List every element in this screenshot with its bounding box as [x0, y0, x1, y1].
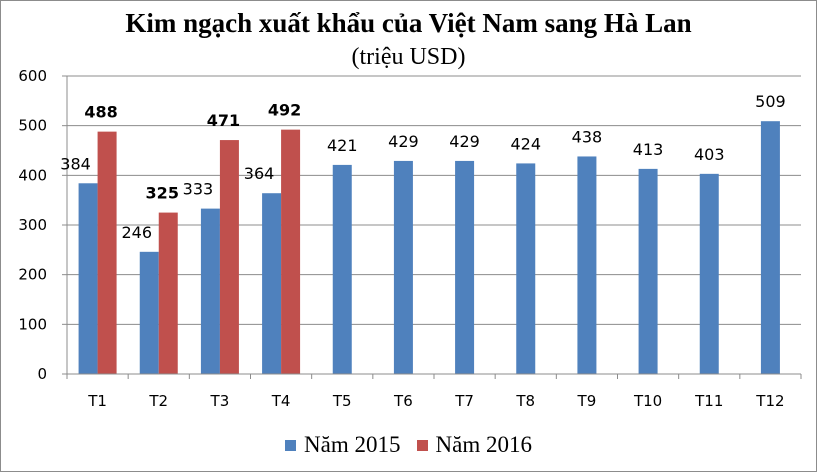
data-label-2016: 492	[268, 101, 301, 120]
data-label-2015: 421	[327, 136, 358, 155]
y-tick-label: 600	[18, 67, 47, 85]
bar-2016	[158, 212, 178, 374]
bar-2015	[577, 156, 597, 374]
bar-2015	[393, 160, 413, 374]
bar-2015	[332, 164, 352, 374]
bar-2015	[516, 163, 536, 374]
axes: 0 100 200 300 400 500 600 T1 T2 T3 T4 T5 T6 T7 T8 T9 T10…	[18, 67, 802, 410]
data-label-2015: 384	[60, 154, 91, 173]
data-label-2016: 488	[84, 103, 117, 122]
data-label-2015: 509	[755, 92, 786, 111]
legend: Năm 2015 Năm 2016	[0, 432, 817, 458]
x-tick-label: T6	[393, 392, 413, 410]
x-tick-label: T7	[454, 392, 474, 410]
legend-swatch-2016	[416, 439, 428, 451]
y-tick-label: 300	[18, 216, 47, 234]
bar-2015	[78, 183, 98, 374]
bar-2016	[281, 129, 301, 374]
x-tick-label: T2	[148, 392, 168, 410]
data-label-2015: 429	[388, 132, 419, 151]
data-label-2015: 364	[244, 164, 275, 183]
y-tick-label: 100	[18, 315, 47, 333]
data-label-2015: 424	[510, 134, 541, 153]
x-tick-label: T11	[694, 392, 723, 410]
data-label-2015: 333	[183, 180, 214, 199]
bar-2015	[760, 121, 780, 375]
x-tick-label: T3	[210, 392, 230, 410]
data-label-2015: 438	[572, 127, 603, 146]
y-tick-label: 0	[37, 365, 47, 383]
x-tick-label: T8	[515, 392, 535, 410]
bar-2015	[200, 208, 220, 374]
x-tick-label: T9	[577, 392, 597, 410]
legend-swatch-2015	[285, 439, 297, 451]
bar-2015	[638, 168, 658, 374]
chart-subtitle: (triệu USD)	[351, 44, 466, 70]
data-labels: 384 488 246 325 333 471 364 492 421 429 429 424 438 4…	[60, 92, 785, 242]
x-tick-label: T5	[332, 392, 352, 410]
data-label-2015: 429	[449, 132, 480, 151]
bars	[78, 121, 780, 375]
legend-item-2015: Năm 2015	[285, 432, 401, 458]
data-label-2016: 471	[207, 111, 240, 130]
bar-2016	[219, 140, 239, 374]
legend-label-2016: Năm 2016	[435, 432, 532, 457]
data-label-2016: 325	[146, 184, 179, 203]
x-tick-label: T1	[87, 392, 107, 410]
chart-title: Kim ngạch xuất khẩu của Việt Nam sang Hà…	[125, 8, 692, 38]
bar-2015	[262, 193, 282, 374]
bar-2016	[97, 131, 117, 374]
x-tick-label: T4	[271, 392, 291, 410]
data-label-2015: 246	[121, 223, 152, 242]
y-tick-label: 200	[18, 266, 47, 284]
legend-item-2016: Năm 2016	[416, 432, 532, 458]
y-tick-label: 400	[18, 166, 47, 184]
gridlines	[67, 75, 801, 325]
bar-2015	[699, 173, 719, 374]
data-label-2015: 413	[633, 140, 664, 159]
x-tick-label: T12	[755, 392, 784, 410]
bar-2015	[139, 251, 159, 374]
x-tick-label: T10	[633, 392, 662, 410]
bar-2015	[455, 160, 475, 374]
data-label-2015: 403	[694, 145, 725, 164]
y-tick-label: 500	[18, 117, 47, 135]
legend-label-2015: Năm 2015	[304, 432, 401, 457]
